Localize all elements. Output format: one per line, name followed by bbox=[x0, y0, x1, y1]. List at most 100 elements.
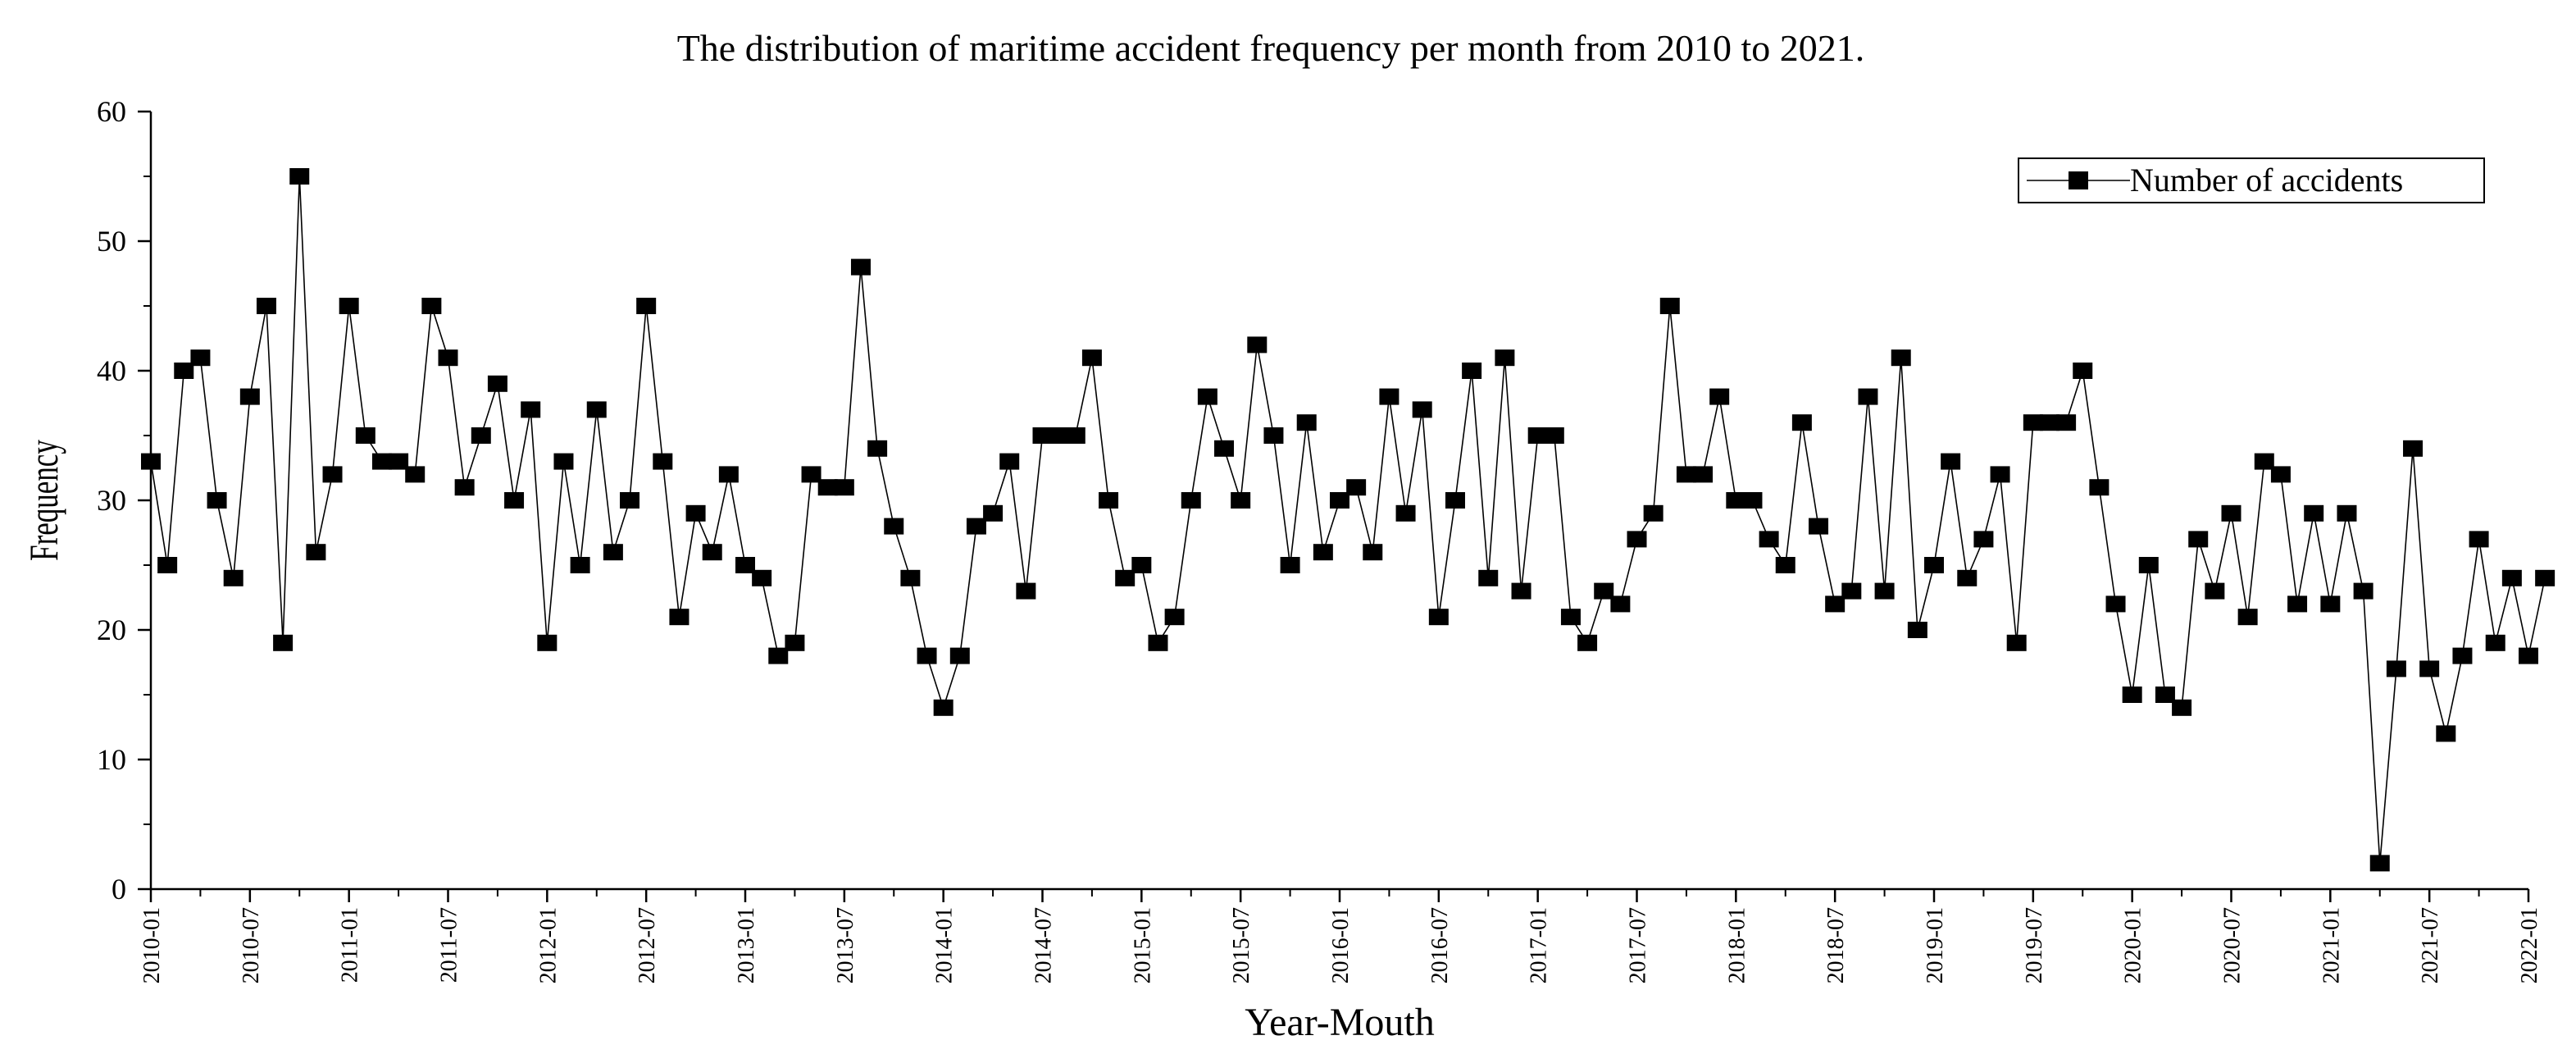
x-tick-label: 2014-01 bbox=[932, 907, 958, 983]
data-point bbox=[521, 401, 541, 418]
data-point bbox=[1065, 427, 1085, 444]
data-point bbox=[702, 544, 722, 561]
data-point bbox=[983, 504, 1004, 522]
data-point bbox=[1659, 298, 1680, 314]
data-point bbox=[1164, 609, 1185, 626]
data-point bbox=[190, 349, 211, 367]
data-point bbox=[1874, 582, 1895, 600]
x-tick-label: 2021-07 bbox=[2418, 907, 2443, 983]
data-point bbox=[817, 479, 838, 496]
x-tick-label: 2012-01 bbox=[535, 907, 561, 983]
x-tick-label: 2020-07 bbox=[2220, 907, 2246, 983]
data-point bbox=[1181, 492, 1201, 509]
data-point bbox=[1511, 582, 1531, 600]
y-tick-label: 40 bbox=[97, 354, 126, 387]
data-point bbox=[2105, 595, 2126, 613]
data-point bbox=[1627, 531, 1647, 548]
x-tick-label: 2013-01 bbox=[734, 907, 759, 983]
data-point bbox=[339, 298, 359, 314]
data-point bbox=[1330, 492, 1349, 509]
data-point bbox=[2353, 582, 2373, 600]
data-point bbox=[1973, 531, 1994, 548]
data-point bbox=[1197, 388, 1217, 405]
data-point bbox=[487, 375, 507, 392]
x-tick-label: 2011-07 bbox=[437, 907, 462, 983]
data-point bbox=[834, 479, 854, 496]
y-axis-title: Frequency bbox=[22, 440, 66, 561]
data-point bbox=[1759, 531, 1779, 548]
data-point bbox=[1495, 349, 1515, 367]
data-point bbox=[2485, 634, 2505, 651]
data-point bbox=[933, 699, 953, 716]
data-point bbox=[1478, 569, 1499, 586]
x-tick-label: 2019-01 bbox=[1923, 907, 1948, 983]
data-point bbox=[504, 492, 525, 509]
data-point bbox=[2023, 414, 2043, 431]
x-tick-label: 2016-07 bbox=[1427, 907, 1453, 983]
data-point bbox=[306, 544, 326, 561]
series-line bbox=[150, 176, 2546, 864]
data-point bbox=[1742, 492, 1763, 509]
data-point bbox=[1560, 609, 1581, 626]
data-point bbox=[438, 349, 458, 367]
data-point bbox=[371, 453, 392, 470]
data-point bbox=[1428, 609, 1449, 626]
data-point bbox=[355, 427, 375, 444]
data-point bbox=[1412, 401, 1432, 418]
data-point bbox=[1643, 504, 1663, 522]
data-point bbox=[2039, 414, 2059, 431]
data-point bbox=[1791, 414, 1812, 431]
data-point bbox=[653, 453, 673, 470]
data-point bbox=[2501, 569, 2522, 586]
data-point bbox=[850, 258, 871, 276]
data-point bbox=[273, 634, 294, 651]
data-point bbox=[636, 298, 657, 314]
data-point bbox=[1527, 427, 1548, 444]
data-point bbox=[1131, 557, 1152, 573]
data-point bbox=[157, 557, 178, 573]
data-point bbox=[1445, 492, 1465, 509]
data-point bbox=[1148, 634, 1168, 651]
data-point bbox=[1395, 504, 1416, 522]
y-tick-label: 20 bbox=[97, 614, 126, 646]
data-point bbox=[1016, 582, 1036, 600]
legend: Number of accidents bbox=[2018, 157, 2485, 203]
data-point bbox=[900, 569, 921, 586]
x-tick-label: 2020-01 bbox=[2121, 907, 2146, 983]
x-tick-label: 2015-01 bbox=[1130, 907, 1155, 983]
data-point bbox=[2138, 557, 2159, 573]
data-point bbox=[207, 492, 227, 509]
data-point bbox=[2469, 531, 2489, 548]
data-point bbox=[620, 492, 640, 509]
x-tick-label: 2018-07 bbox=[1823, 907, 1849, 983]
data-point bbox=[1957, 569, 1978, 586]
data-point bbox=[537, 634, 558, 651]
legend-label: Number of accidents bbox=[2130, 162, 2403, 198]
data-point bbox=[1296, 414, 1317, 431]
x-tick-label: 2010-07 bbox=[239, 907, 264, 983]
data-point bbox=[141, 453, 161, 470]
data-point bbox=[2073, 363, 2093, 379]
y-axis-ticks: 0 10 20 30 40 50 60 bbox=[97, 95, 151, 906]
x-tick-label: 2016-01 bbox=[1328, 907, 1354, 983]
data-point bbox=[421, 298, 442, 314]
data-point bbox=[570, 557, 590, 573]
data-point bbox=[405, 466, 426, 483]
data-point bbox=[1891, 349, 1911, 367]
data-point bbox=[256, 298, 276, 314]
data-point bbox=[2403, 440, 2424, 457]
data-point bbox=[2337, 504, 2357, 522]
data-point bbox=[2320, 595, 2341, 613]
data-point bbox=[2369, 855, 2390, 872]
x-tick-label: 2011-01 bbox=[338, 907, 363, 983]
data-point bbox=[2452, 647, 2473, 664]
data-point bbox=[2419, 660, 2440, 677]
data-point bbox=[768, 647, 789, 664]
data-point bbox=[553, 453, 574, 470]
x-tick-label: 2014-07 bbox=[1031, 907, 1057, 983]
legend-marker bbox=[2069, 171, 2088, 189]
data-point bbox=[2188, 531, 2209, 548]
x-axis-title: Year-Mouth bbox=[1245, 1001, 1435, 1044]
data-point bbox=[735, 557, 755, 573]
